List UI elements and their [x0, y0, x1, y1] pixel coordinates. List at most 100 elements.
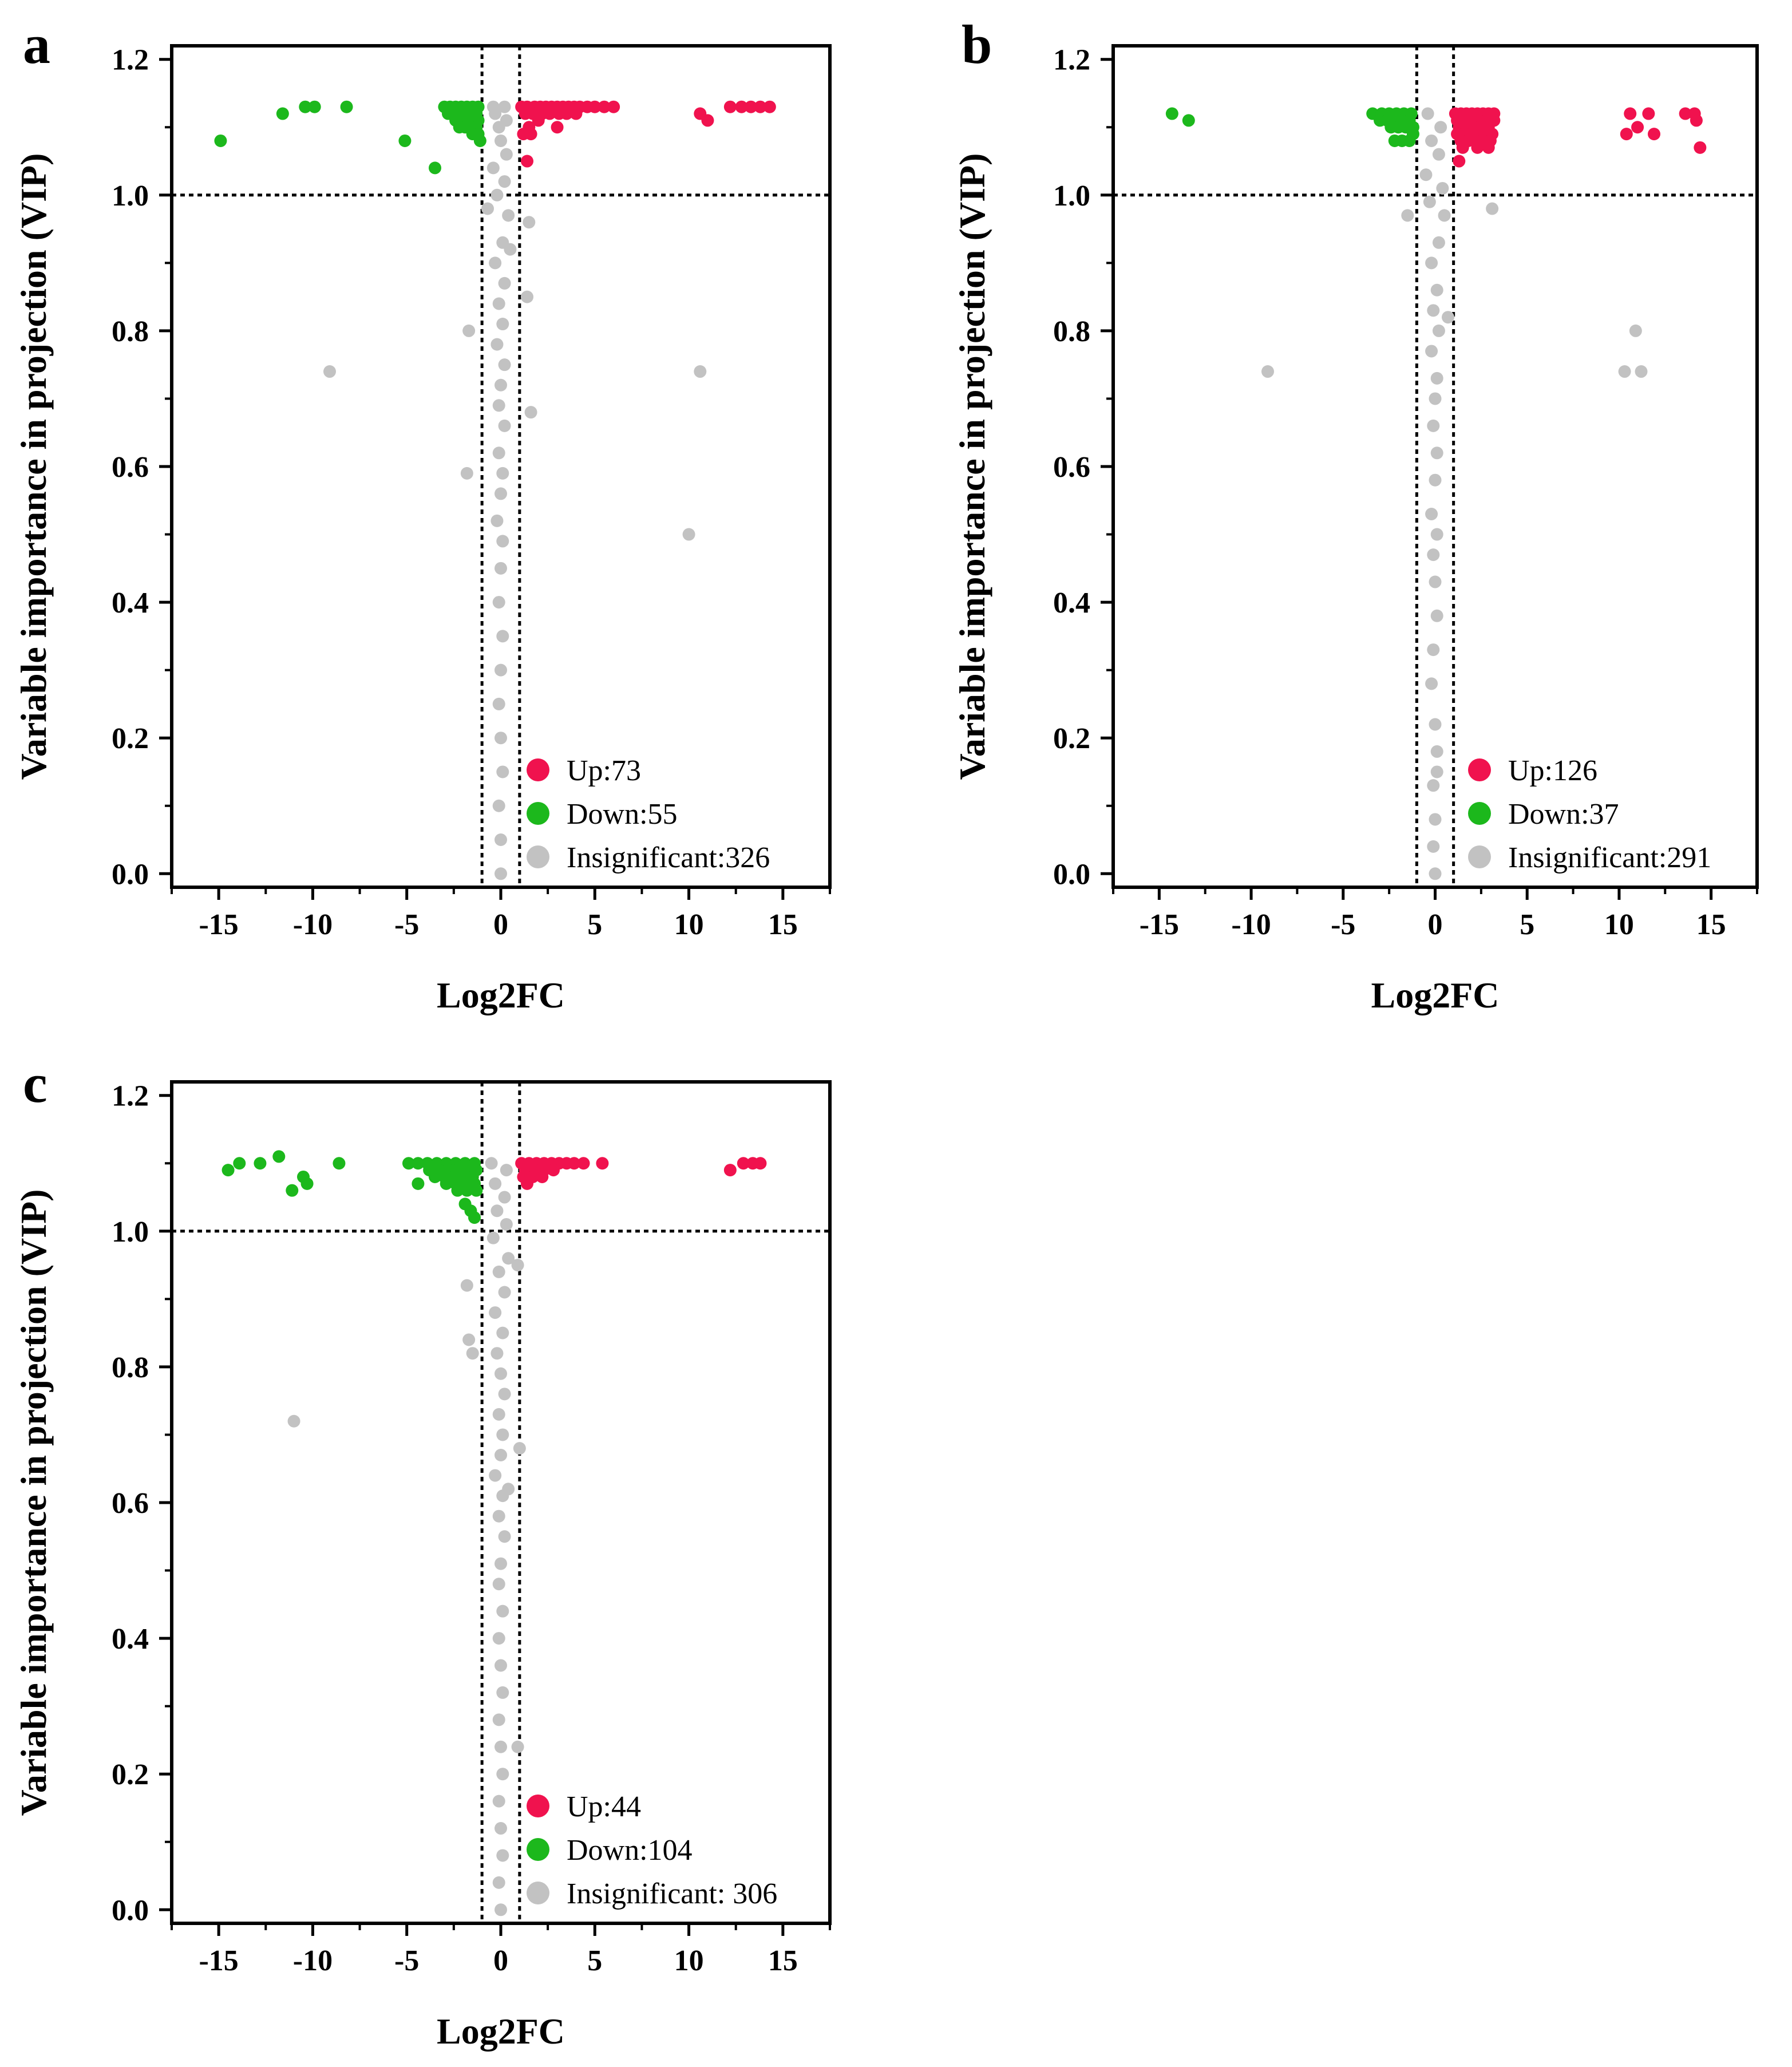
data-point-insignificant: [523, 216, 536, 229]
data-point-insignificant: [524, 406, 537, 419]
data-point-insignificant: [1429, 473, 1442, 487]
data-point-up: [560, 107, 573, 120]
data-point-insignificant: [498, 358, 511, 371]
data-point-insignificant: [496, 1604, 509, 1618]
x-axis-label: Log2FC: [437, 975, 565, 1015]
legend-label-up: Up:126: [1508, 754, 1597, 787]
data-point-up: [763, 100, 776, 113]
data-point-up: [1624, 107, 1637, 120]
data-point-insignificant: [1430, 745, 1443, 758]
data-point-down: [214, 134, 227, 147]
data-point-up: [1690, 114, 1703, 127]
data-point-insignificant: [490, 338, 504, 351]
data-point-insignificant: [1430, 371, 1443, 385]
data-point-down: [429, 161, 441, 175]
data-point-down: [333, 1157, 346, 1170]
data-point-insignificant: [498, 1286, 511, 1299]
data-point-up: [532, 114, 545, 127]
legend-label-down: Down:104: [567, 1834, 693, 1867]
legend-marker-insignificant: [527, 845, 549, 868]
data-point-down: [473, 134, 486, 147]
data-point-up: [1453, 155, 1466, 168]
data-point-down: [221, 1164, 235, 1177]
legend-marker-insignificant: [527, 1882, 549, 1904]
data-point-insignificant: [1429, 575, 1442, 588]
data-point-down: [299, 100, 312, 113]
data-point-insignificant: [492, 1713, 505, 1726]
data-point-up: [1456, 141, 1469, 154]
x-tick-label: 10: [1604, 908, 1634, 941]
y-tick-label: 1.0: [1053, 180, 1090, 212]
data-point-insignificant: [495, 833, 507, 847]
panel-label: b: [962, 14, 992, 75]
data-point-down: [470, 1184, 483, 1197]
data-point-up: [1631, 121, 1644, 134]
y-tick-label: 0.8: [1053, 315, 1090, 348]
data-point-up: [723, 1164, 737, 1177]
data-point-insignificant: [496, 318, 509, 331]
y-tick-label: 1.2: [112, 44, 149, 77]
x-tick-label: -5: [394, 908, 419, 941]
x-tick-label: 5: [1520, 908, 1534, 941]
data-point-insignificant: [513, 1442, 526, 1455]
data-point-insignificant: [495, 1449, 507, 1462]
data-point-insignificant: [1438, 209, 1451, 222]
data-point-down: [429, 1170, 441, 1183]
data-point-insignificant: [492, 1509, 505, 1523]
data-point-insignificant: [462, 1333, 476, 1346]
plot-frame: [1111, 44, 1759, 889]
x-tick-label: 5: [587, 1945, 602, 1977]
data-point-up: [598, 100, 611, 113]
data-point-insignificant: [496, 1849, 509, 1862]
data-point-up: [1694, 141, 1707, 154]
chart-panel-a: a -15 -10 -5 0 5 10 15 0.0 0.2 0.4 0.6 0.8 1.0 1.2 Log2…: [13, 14, 832, 1015]
data-point-insignificant: [1427, 779, 1440, 792]
data-point-up: [521, 1177, 533, 1190]
x-axis-label: Log2FC: [437, 2011, 565, 2052]
y-tick-label: 1.0: [112, 180, 149, 212]
data-point-insignificant: [490, 188, 504, 201]
y-tick-label: 0.8: [112, 1351, 149, 1384]
data-point-down: [468, 1211, 481, 1224]
x-tick-label: -10: [1231, 908, 1271, 941]
data-point-insignificant: [495, 1903, 507, 1916]
data-point-insignificant: [489, 1177, 502, 1190]
data-point-insignificant: [521, 290, 533, 303]
x-tick-label: 0: [1428, 908, 1443, 941]
plot-frame: [170, 44, 832, 889]
legend-marker-up: [1468, 758, 1491, 781]
data-point-insignificant: [502, 1483, 515, 1496]
data-point-insignificant: [1425, 507, 1438, 520]
data-point-up: [588, 100, 602, 113]
legend-label-up: Up:44: [567, 1791, 641, 1823]
data-point-up: [543, 107, 556, 120]
y-tick-label: 0.2: [1053, 722, 1090, 755]
data-point-insignificant: [1618, 365, 1631, 378]
data-point-insignificant: [462, 324, 476, 337]
legend: Up:73 Down:55 Insignificant:326: [527, 754, 770, 874]
data-point-insignificant: [1436, 181, 1449, 195]
data-point-insignificant: [287, 1414, 300, 1428]
data-point-up: [607, 100, 620, 113]
data-point-insignificant: [492, 697, 505, 710]
legend-label-up: Up:73: [567, 754, 641, 787]
data-point-insignificant: [498, 419, 511, 432]
y-tick-label: 0.6: [112, 1487, 149, 1520]
data-point-insignificant: [1430, 283, 1443, 297]
data-point-insignificant: [495, 1367, 507, 1380]
x-tick-label: -5: [1331, 908, 1355, 941]
data-point-down: [451, 1184, 464, 1197]
data-point-insignificant: [1423, 195, 1436, 208]
x-tick-label: 15: [768, 1945, 798, 1977]
data-point-insignificant: [1629, 324, 1642, 337]
data-point-insignificant: [498, 175, 511, 188]
data-point-up: [701, 114, 714, 127]
legend-label-down: Down:55: [567, 798, 678, 831]
x-tick-label: 15: [1696, 908, 1726, 941]
data-point-insignificant: [481, 202, 494, 215]
data-point-insignificant: [1419, 168, 1433, 181]
data-point-up: [1679, 107, 1692, 120]
legend-marker-down: [1468, 802, 1491, 825]
data-point-insignificant: [496, 630, 509, 643]
